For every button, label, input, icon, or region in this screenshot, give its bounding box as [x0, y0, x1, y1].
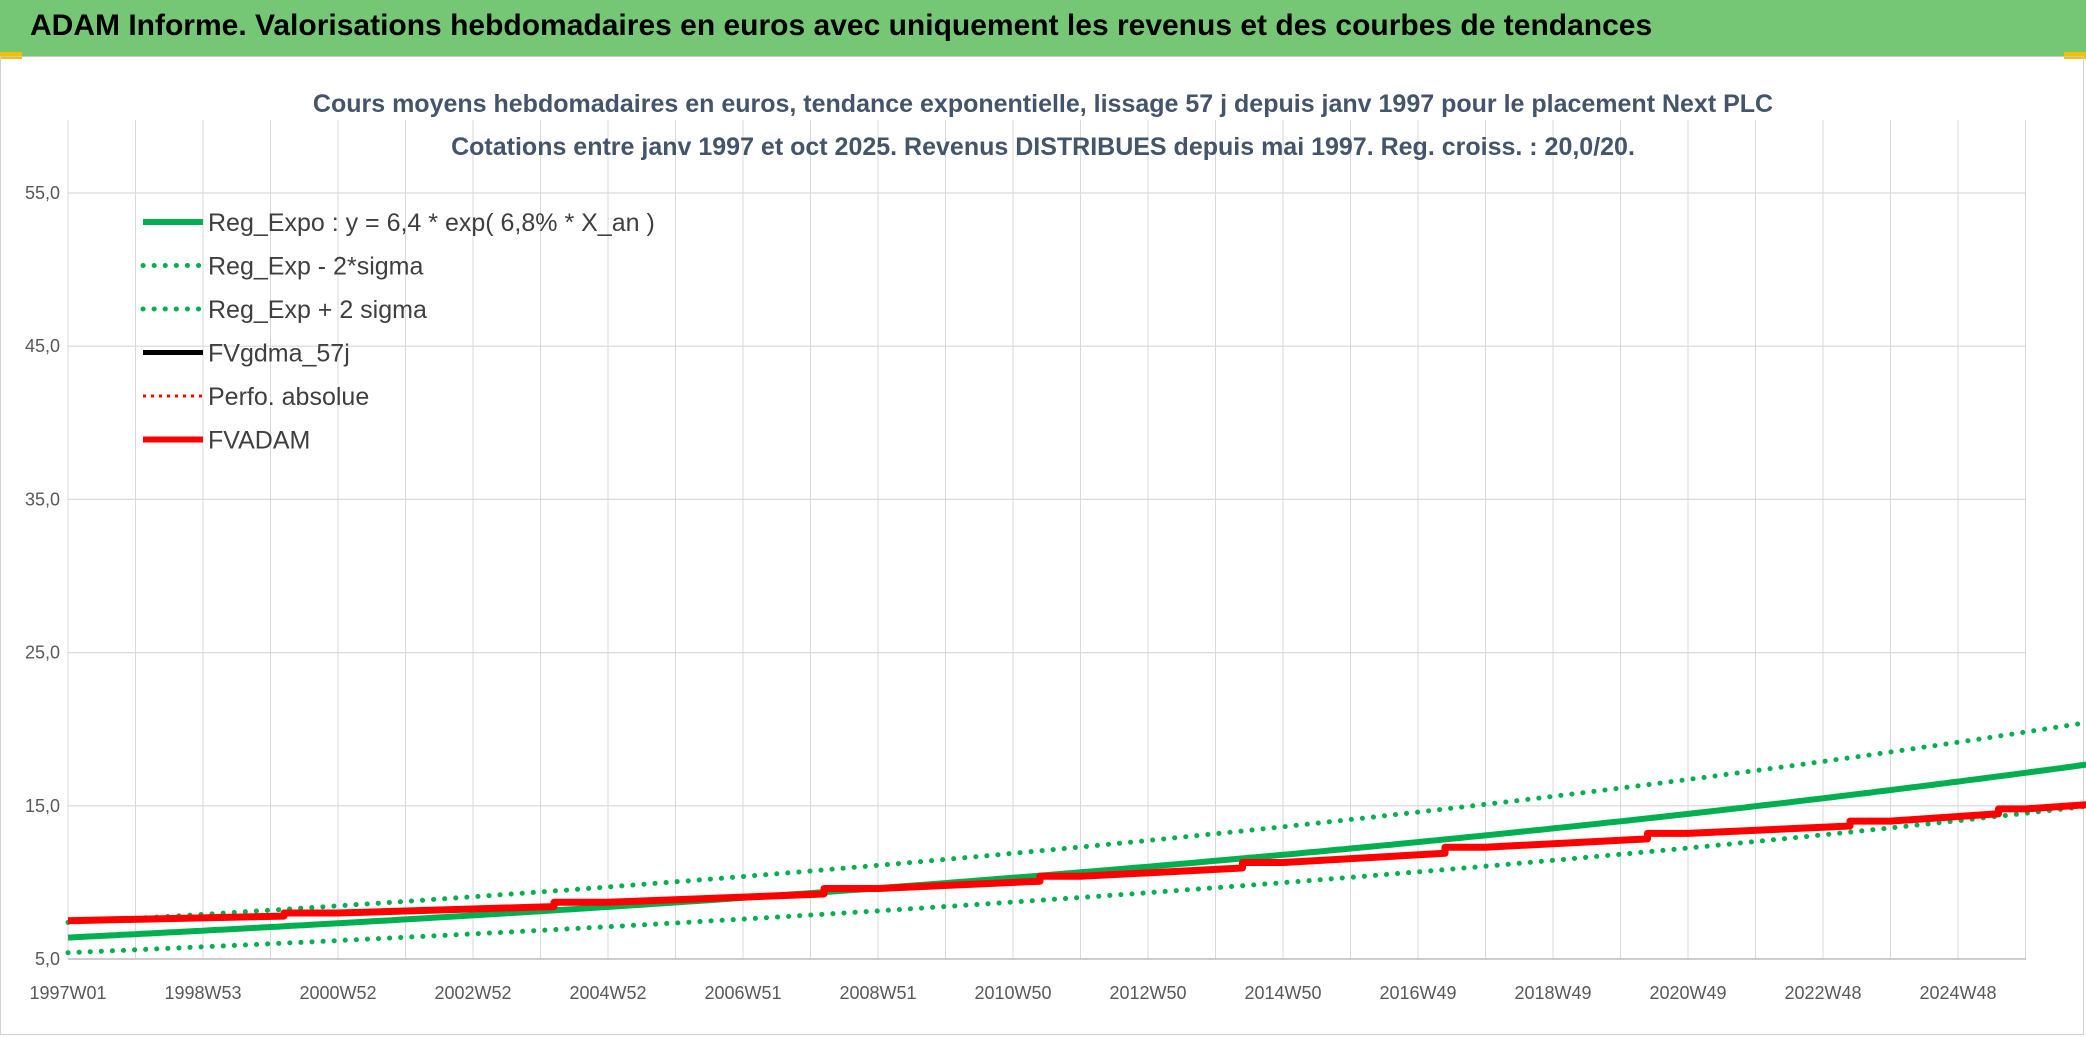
x-tick-label: 2008W51: [839, 983, 916, 1003]
chart-subtitle: Cotations entre janv 1997 et oct 2025. R…: [451, 133, 1635, 161]
series-line-5: [67, 803, 2086, 923]
x-tick-label: 2022W48: [1784, 983, 1861, 1003]
corner-accent-right: [2064, 52, 2086, 59]
series-line-3: [65, 720, 2086, 925]
x-tick-label: 2000W52: [299, 983, 376, 1003]
x-tick-label: 2018W49: [1514, 983, 1591, 1003]
page-title: ADAM Informe. Valorisations hebdomadaire…: [30, 9, 1653, 42]
x-tick-label: 2020W49: [1649, 983, 1726, 1003]
legend-label: Reg_Exp + 2 sigma: [208, 296, 427, 324]
series-line-4: [67, 802, 2086, 924]
chart-series: [65, 720, 2086, 956]
y-tick-label: 5,0: [35, 949, 60, 969]
chart-grid: [67, 120, 2026, 960]
x-tick-label: 2004W52: [569, 983, 646, 1003]
x-tick-label: 2016W49: [1379, 983, 1456, 1003]
y-tick-label: 15,0: [25, 796, 60, 816]
x-tick-label: 2024W48: [1919, 983, 1996, 1003]
legend-label: FVADAM: [208, 427, 310, 455]
legend-label: Reg_Expo : y = 6,4 * exp( 6,8% * X_an ): [208, 209, 655, 237]
x-tick-label: 2014W50: [1244, 983, 1321, 1003]
title-banner: ADAM Informe. Valorisations hebdomadaire…: [0, 0, 2086, 56]
x-tick-label: 1997W01: [29, 983, 106, 1003]
y-tick-label: 35,0: [25, 489, 60, 509]
corner-accent-left: [0, 52, 22, 59]
chart-legend: Reg_Expo : y = 6,4 * exp( 6,8% * X_an ) R…: [140, 209, 655, 455]
legend-label: Reg_Exp - 2*sigma: [208, 253, 423, 281]
legend-label: Perfo. absolue: [208, 383, 369, 411]
y-tick-label: 55,0: [25, 183, 60, 203]
legend-label: FVgdma_57j: [208, 340, 350, 368]
series-line-6: [67, 801, 2086, 925]
y-tick-label: 45,0: [25, 336, 60, 356]
x-tick-label: 2010W50: [974, 983, 1051, 1003]
x-tick-label: 2006W51: [704, 983, 781, 1003]
x-tick-label: 1998W53: [164, 983, 241, 1003]
x-tick-label: 2002W52: [434, 983, 511, 1003]
x-axis-ticks: 1997W01 1998W53 2000W52 2002W52 2004W52 2006W…: [29, 983, 1996, 1003]
x-tick-label: 2012W50: [1109, 983, 1186, 1003]
chart-frame: [0, 56, 2084, 1035]
series-line-2: [65, 803, 2086, 956]
chart-title: Cours moyens hebdomadaires en euros, ten…: [313, 90, 1773, 118]
y-axis-ticks: 5,0 15,0 25,0 35,0 45,0 55,0: [25, 183, 60, 969]
y-tick-label: 25,0: [25, 643, 60, 663]
